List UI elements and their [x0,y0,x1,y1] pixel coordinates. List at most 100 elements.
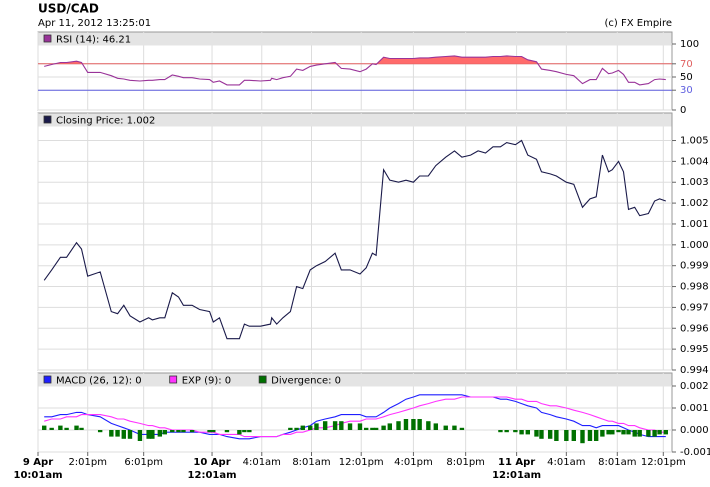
y-tick-label: 30 [680,85,693,96]
y-tick-label: 1.002 [680,198,709,209]
x-tick-label: 8:01am [598,457,636,468]
bar [587,430,593,441]
bar [347,423,353,430]
panel-header [38,32,672,46]
x-tick-label: 8:01pm [446,457,485,468]
bar [308,425,313,430]
legend-swatch [169,375,178,384]
bar [370,427,375,430]
bar [571,430,576,441]
bar [433,423,439,430]
y-tick-label: 0.000 [680,425,709,436]
bar [242,430,247,433]
x-tick-label: 4:01am [243,457,281,468]
y-tick-label: 0.998 [680,282,709,293]
legend-swatch [43,34,52,43]
bar [97,430,103,433]
bar [247,430,252,433]
line [44,394,666,440]
legend-swatch [43,375,52,384]
bar [381,425,386,430]
bar [632,430,637,437]
y-tick-label: 50 [680,72,693,83]
bar [646,430,651,437]
y-tick-label: 70 [680,59,693,70]
bar [621,430,626,435]
bar [224,430,230,433]
bar [606,430,611,435]
overbought-area [54,55,538,64]
line [43,139,666,340]
bar [426,421,431,430]
bar [600,430,605,437]
bar [637,430,642,437]
bar [58,425,63,430]
x-tick-label-line: 10:01am [14,470,63,481]
y-tick-label: 0.002 [680,381,709,392]
bar [127,430,133,439]
x-tick-label: 4:01pm [394,457,433,468]
bar [207,430,212,433]
x-tick-label-line: 9 Apr [23,457,53,468]
y-tick-label: 0 [680,105,686,116]
bar [616,430,621,433]
bar [519,430,524,435]
bar [403,419,409,430]
x-tick-label: 12:01pm [641,457,686,468]
bar [237,430,242,435]
x-tick-label-line: 12:01am [492,470,541,481]
y-tick-label: -0.001 [680,447,710,458]
bar [137,430,143,441]
legend-label: Divergence: 0 [271,376,341,387]
y-tick-label: 0.995 [680,344,709,355]
y-tick-label: 100 [680,39,699,50]
line [44,396,666,438]
x-tick-label-line: 10 Apr [193,457,230,468]
bar [294,427,299,430]
bar [396,421,401,430]
bar [417,419,422,430]
source: (c) FX Empire [605,18,673,29]
bar [288,427,293,430]
bar [554,430,559,441]
bar [162,430,167,435]
bar [610,430,615,435]
bar [593,430,599,441]
bar [498,430,503,433]
x-tick-label: 2:01pm [68,457,107,468]
bar [314,423,319,430]
bar [121,430,126,439]
bar [657,430,662,435]
legend-swatch [43,115,52,124]
x-tick-label: 8:01am [292,457,330,468]
bar [150,430,155,439]
bar [443,425,448,430]
bar [211,430,216,433]
bar [547,430,553,439]
y-tick-label: 0.001 [680,403,709,414]
bar [564,430,569,441]
bar [534,430,539,437]
bar [176,430,181,433]
bar [504,430,509,433]
bar [339,421,344,430]
bar [115,430,120,437]
x-tick-label: 6:01pm [124,457,163,468]
bar [652,430,657,437]
bar [332,421,338,430]
bar [170,430,175,433]
bar [300,425,305,430]
chart-title: USD/CAD [38,2,99,16]
bar [626,430,631,435]
x-tick-label: 12:01pm [339,457,384,468]
x-tick-label: 4:01am [547,457,585,468]
bar [79,427,84,430]
y-tick-label: 1.004 [680,156,709,167]
panel-header [38,373,672,387]
x-tick-label-line: 11 Apr [498,457,535,468]
bar [539,430,544,439]
y-tick-label: 0.997 [680,302,709,313]
bar [357,423,363,430]
bar [157,430,163,437]
